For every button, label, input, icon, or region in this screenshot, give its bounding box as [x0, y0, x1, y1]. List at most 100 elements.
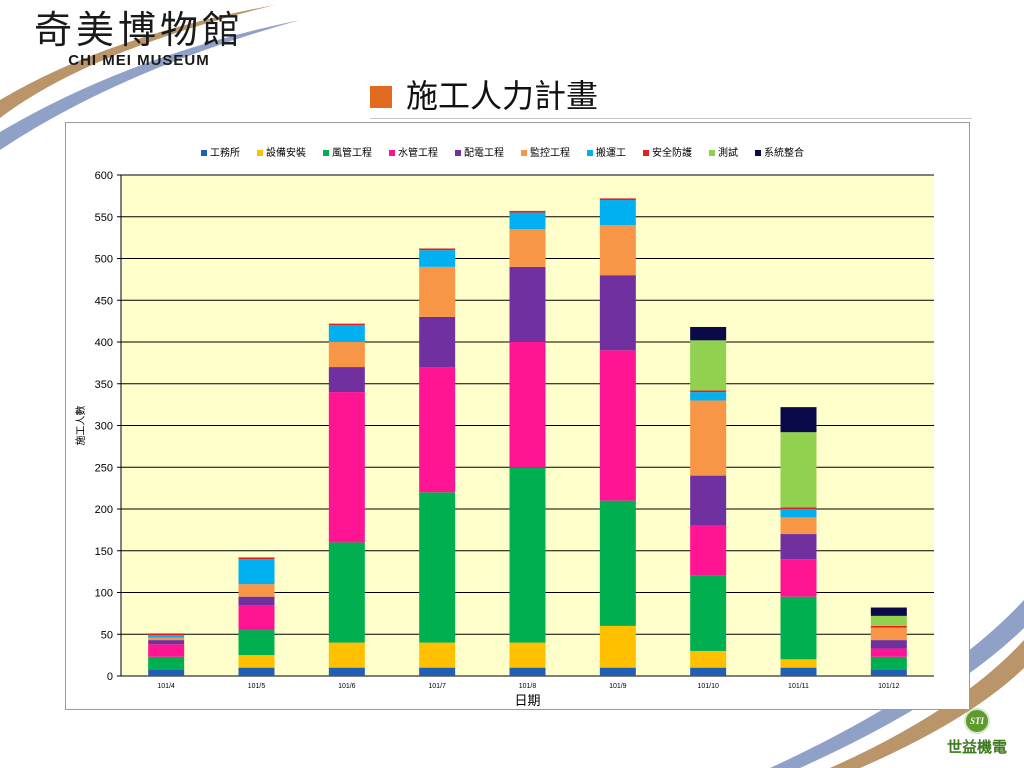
title-divider — [370, 118, 972, 119]
bar-segment — [328, 642, 365, 668]
bar-segment — [870, 656, 907, 670]
bar-segment — [780, 534, 817, 560]
bar-segment — [780, 509, 817, 518]
bar-segment — [690, 400, 727, 476]
bar-segment — [509, 642, 546, 668]
bar-segment — [509, 229, 546, 267]
bar-segment — [328, 323, 365, 326]
legend-label: 安全防護 — [652, 146, 692, 159]
bar-segment — [870, 625, 907, 628]
y-tick-label: 50 — [101, 629, 113, 641]
bar-segment — [328, 667, 365, 676]
y-tick-label: 350 — [95, 379, 113, 391]
stacked-bar-chart: 0 50 100 150 200 250 300 350 400 450 500 550 600 101/… — [74, 146, 934, 709]
x-tick-label: 101/8 — [519, 683, 537, 690]
bar-segment — [780, 559, 817, 597]
bar-segment — [419, 266, 456, 317]
y-tick-label: 250 — [95, 462, 113, 474]
bar-segment — [690, 326, 727, 341]
bar-segment — [690, 575, 727, 651]
y-tick-label: 200 — [95, 504, 113, 516]
bar-segment — [148, 644, 185, 657]
bar-segment — [509, 266, 546, 342]
bar-segment — [148, 669, 185, 676]
x-tick-label: 101/4 — [157, 683, 175, 690]
x-tick-label: 101/10 — [697, 683, 719, 690]
bar-segment — [690, 525, 727, 576]
company-badge: STI — [964, 708, 990, 734]
x-tick-label: 101/9 — [609, 683, 627, 690]
legend-swatch — [755, 150, 761, 156]
bar-segment — [870, 669, 907, 676]
bar-segment — [599, 198, 636, 201]
legend-swatch — [709, 150, 715, 156]
bar-segment — [419, 316, 456, 368]
bar-segment — [599, 500, 636, 626]
bar-segment — [238, 596, 275, 606]
bar-segment — [419, 248, 456, 251]
bar-segment — [870, 607, 907, 616]
bar-segment — [870, 640, 907, 649]
bar-segment — [419, 642, 456, 668]
y-tick-label: 450 — [95, 295, 113, 307]
bar-segment — [780, 517, 817, 535]
bar-segment — [328, 392, 365, 543]
legend-label: 配電工程 — [464, 147, 504, 159]
x-tick-label: 101/11 — [788, 683, 809, 690]
x-tick-label: 101/5 — [248, 683, 266, 690]
bar-segment — [328, 325, 365, 342]
bar-segment — [238, 655, 275, 668]
x-tick-label: 101/7 — [428, 683, 446, 690]
bar-segment — [870, 648, 907, 657]
y-tick-label: 600 — [95, 170, 113, 182]
bar-segment — [780, 596, 817, 660]
bar-segment — [599, 350, 636, 501]
bar-segment — [690, 392, 727, 401]
logo-chinese-text: 奇美博物館 — [33, 8, 244, 52]
bar-segment — [238, 605, 275, 631]
bar-segment — [419, 367, 456, 493]
legend-swatch — [455, 150, 461, 156]
legend-label: 水管工程 — [398, 146, 438, 159]
legend-label: 搬運工 — [596, 146, 626, 159]
legend-swatch — [643, 150, 649, 156]
bar-segment — [599, 667, 636, 676]
y-axis-label: 施工人數 — [74, 406, 87, 446]
bar-segment — [780, 667, 817, 676]
title-bullet-square — [370, 86, 392, 108]
legend-swatch — [201, 150, 207, 156]
bar-segment — [419, 667, 456, 676]
bar-segment — [238, 667, 275, 676]
bar-segment — [328, 367, 365, 393]
bar-segment — [780, 659, 817, 668]
legend-swatch — [257, 150, 263, 156]
y-tick-label: 0 — [107, 671, 113, 683]
legend-label: 系統整合 — [764, 146, 804, 159]
x-tick-label: 101/6 — [338, 683, 356, 690]
bar-segment — [238, 559, 275, 585]
bar-segment — [419, 492, 456, 643]
bar-segment — [509, 210, 546, 213]
bar-segment — [238, 557, 275, 560]
bar-segment — [780, 432, 817, 508]
legend-label: 設備安裝 — [266, 146, 306, 159]
bar-segment — [870, 627, 907, 641]
bar-segment — [599, 625, 636, 668]
bar-segment — [148, 635, 185, 638]
slide-title-text: 施工人力計畫 — [406, 77, 599, 115]
y-tick-label: 400 — [95, 337, 113, 349]
bar-segment — [328, 542, 365, 643]
bar-segment — [509, 342, 546, 468]
legend-label: 風管工程 — [332, 146, 372, 159]
legend-swatch — [587, 150, 593, 156]
logo-english-text: CHI MEI MUSEUM — [68, 52, 210, 69]
bar-segment — [419, 250, 456, 267]
bar-segment — [690, 650, 727, 668]
company-logo: STI 世益機電 — [936, 708, 1018, 758]
legend-swatch — [389, 150, 395, 156]
legend-swatch — [323, 150, 329, 156]
bar-segment — [690, 340, 727, 391]
chart-frame: 0 50 100 150 200 250 300 350 400 450 500 550 600 101/… — [65, 122, 970, 710]
y-tick-label: 550 — [95, 212, 113, 224]
legend-label: 監控工程 — [530, 146, 570, 159]
